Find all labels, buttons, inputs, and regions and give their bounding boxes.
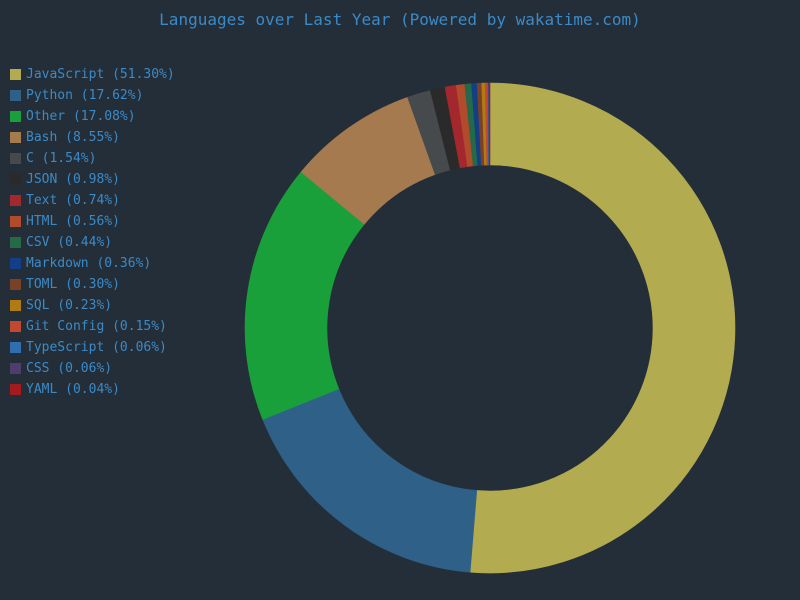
- legend-item-bash: Bash (8.55%): [10, 127, 175, 148]
- legend-label-other: Other (17.08%): [26, 109, 136, 124]
- legend-item-markdown: Markdown (0.36%): [10, 253, 175, 274]
- legend-swatch-git-config: [10, 321, 21, 332]
- legend-swatch-bash: [10, 132, 21, 143]
- legend-item-sql: SQL (0.23%): [10, 295, 175, 316]
- legend-item-csv: CSV (0.44%): [10, 232, 175, 253]
- legend-item-c: C (1.54%): [10, 148, 175, 169]
- legend-swatch-typescript: [10, 342, 21, 353]
- legend-item-other: Other (17.08%): [10, 106, 175, 127]
- legend-label-javascript: JavaScript (51.30%): [26, 67, 175, 82]
- legend-swatch-markdown: [10, 258, 21, 269]
- legend-swatch-text: [10, 195, 21, 206]
- legend-item-html: HTML (0.56%): [10, 211, 175, 232]
- legend-swatch-c: [10, 153, 21, 164]
- legend-swatch-html: [10, 216, 21, 227]
- legend-swatch-python: [10, 90, 21, 101]
- chart-title: Languages over Last Year (Powered by wak…: [159, 10, 641, 29]
- legend-label-markdown: Markdown (0.36%): [26, 256, 152, 271]
- legend-item-typescript: TypeScript (0.06%): [10, 337, 175, 358]
- legend-label-git-config: Git Config (0.15%): [26, 319, 167, 334]
- legend-item-json: JSON (0.98%): [10, 169, 175, 190]
- legend-swatch-sql: [10, 300, 21, 311]
- legend-item-toml: TOML (0.30%): [10, 274, 175, 295]
- legend-label-c: C (1.54%): [26, 151, 97, 166]
- legend-label-text: Text (0.74%): [26, 193, 120, 208]
- legend-label-bash: Bash (8.55%): [26, 130, 120, 145]
- legend-label-typescript: TypeScript (0.06%): [26, 340, 167, 355]
- legend-label-python: Python (17.62%): [26, 88, 144, 103]
- legend-label-html: HTML (0.56%): [26, 214, 120, 229]
- legend-item-git-config: Git Config (0.15%): [10, 316, 175, 337]
- legend-swatch-csv: [10, 237, 21, 248]
- donut-slice-python: [262, 388, 478, 573]
- donut-slice-yaml: [489, 82, 491, 166]
- legend-swatch-other: [10, 111, 21, 122]
- legend-swatch-css: [10, 363, 21, 374]
- legend-label-sql: SQL (0.23%): [26, 298, 113, 313]
- legend-item-python: Python (17.62%): [10, 85, 175, 106]
- legend-item-yaml: YAML (0.04%): [10, 379, 175, 400]
- legend-swatch-yaml: [10, 384, 21, 395]
- legend-item-javascript: JavaScript (51.30%): [10, 64, 175, 85]
- legend-swatch-json: [10, 174, 21, 185]
- legend: JavaScript (51.30%) Python (17.62%) Othe…: [10, 64, 175, 400]
- legend-label-toml: TOML (0.30%): [26, 277, 120, 292]
- legend-swatch-toml: [10, 279, 21, 290]
- legend-label-css: CSS (0.06%): [26, 361, 113, 376]
- legend-label-json: JSON (0.98%): [26, 172, 120, 187]
- donut-slice-javascript: [469, 82, 736, 574]
- legend-label-csv: CSV (0.44%): [26, 235, 113, 250]
- legend-item-text: Text (0.74%): [10, 190, 175, 211]
- legend-item-css: CSS (0.06%): [10, 358, 175, 379]
- legend-label-yaml: YAML (0.04%): [26, 382, 120, 397]
- legend-swatch-javascript: [10, 69, 21, 80]
